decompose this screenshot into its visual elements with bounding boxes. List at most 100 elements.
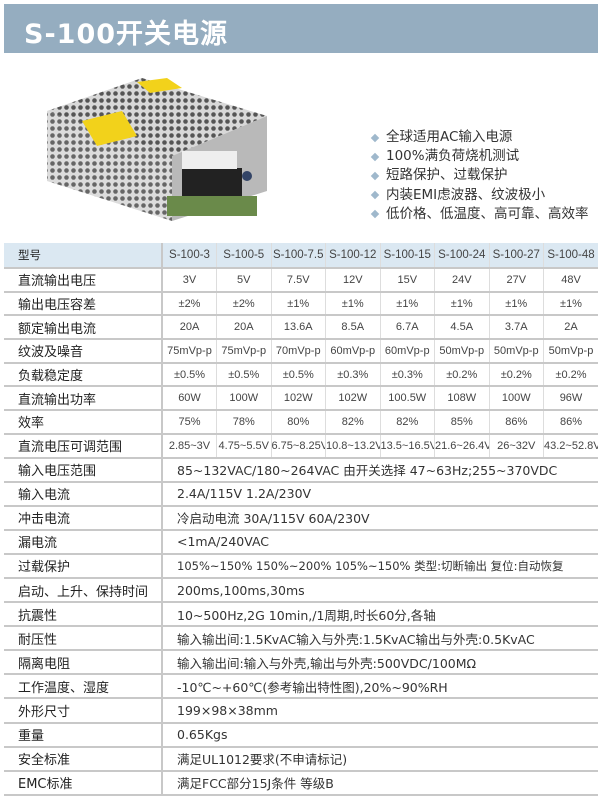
- model-header: S-100-3: [161, 243, 217, 269]
- row-label: 额定输出电流: [4, 315, 163, 341]
- table-cell: 82%: [379, 410, 435, 435]
- table-cell: 86%: [543, 410, 598, 435]
- spec-table: 型号 S-100-3 S-100-5 S-100-7.5 S-100-12 S-100-1…: [4, 243, 598, 796]
- table-cell: ±0.2%: [543, 362, 598, 388]
- table-cell: 13.6A: [270, 315, 326, 341]
- table-cell: 80%: [270, 410, 326, 435]
- table-row: 输入电流 2.4A/115V 1.2A/230V: [4, 481, 598, 507]
- row-label: 冲击电流: [4, 505, 163, 531]
- table-row: 工作温度、湿度 -10℃~+60℃(参考输出特性图),20%~90%RH: [4, 674, 598, 700]
- table-cell: 5V: [216, 268, 271, 293]
- table-cell: 2A: [543, 315, 598, 341]
- table-cell: ±0.3%: [379, 362, 435, 388]
- row-value: 满足UL1012要求(不申请标记): [162, 746, 598, 772]
- feature-item: 短路保护、过载保护: [370, 166, 589, 185]
- feature-item: 100%满负荷烧机测试: [370, 147, 589, 166]
- row-label: 漏电流: [4, 529, 163, 555]
- table-row: 过载保护 105%~150% 150%~200% 105%~150% 类型:切断输…: [4, 553, 598, 579]
- table-cell: 70mVp-p: [270, 339, 326, 364]
- table-cell: ±1%: [325, 291, 380, 317]
- table-cell: 102W: [270, 386, 326, 412]
- table-cell: ±1%: [379, 291, 435, 317]
- table-cell: 86%: [488, 410, 544, 435]
- row-label: 纹波及噪音: [4, 339, 163, 364]
- table-cell: 48V: [543, 268, 598, 293]
- table-cell: 43.2~52.8V: [543, 433, 598, 459]
- table-cell: 50mVp-p: [434, 339, 489, 364]
- row-label: 输入电压范围: [4, 457, 163, 483]
- row-label: EMC标准: [4, 770, 163, 796]
- model-header: S-100-7.5: [270, 243, 326, 269]
- table-cell: ±0.5%: [161, 362, 217, 388]
- row-label: 耐压性: [4, 626, 163, 652]
- table-row: 输入电压范围 85~132VAC/180~264VAC 由开关选择 47~63Hz…: [4, 457, 598, 483]
- table-row: 额定输出电流 20A 20A 13.6A 8.5A 6.7A 4.5A 3.7A 2A: [4, 315, 598, 341]
- table-cell: 26~32V: [488, 433, 544, 459]
- table-cell: 8.5A: [325, 315, 380, 341]
- table-row: 外形尺寸 199×98×38mm: [4, 698, 598, 724]
- table-row: 负载稳定度 ±0.5% ±0.5% ±0.5% ±0.3% ±0.3% ±0.2% ±0.2%…: [4, 362, 598, 388]
- row-label: 效率: [4, 410, 163, 435]
- table-cell: 20A: [216, 315, 271, 341]
- table-cell: 20A: [161, 315, 217, 341]
- table-row: 直流电压可调范围 2.85~3V 4.75~5.5V 6.75~8.25V 10.8~1…: [4, 433, 598, 459]
- table-cell: 6.7A: [379, 315, 435, 341]
- table-cell: ±1%: [270, 291, 326, 317]
- table-cell: 12V: [325, 268, 380, 293]
- row-value: 200ms,100ms,30ms: [162, 577, 598, 604]
- table-row: EMC标准 满足FCC部分15J条件 等级B: [4, 770, 598, 796]
- table-cell: ±1%: [434, 291, 489, 317]
- table-cell: 50mVp-p: [488, 339, 544, 364]
- row-label: 过载保护: [4, 553, 163, 579]
- table-row: 纹波及噪音 75mVp-p 75mVp-p 70mVp-p 60mVp-p 60mVp-p…: [4, 339, 598, 364]
- table-cell: ±1%: [543, 291, 598, 317]
- table-cell: ±0.5%: [216, 362, 271, 388]
- model-header: S-100-27: [488, 243, 544, 269]
- table-cell: 60mVp-p: [379, 339, 435, 364]
- table-cell: ±0.2%: [434, 362, 489, 388]
- row-value: 2.4A/115V 1.2A/230V: [162, 481, 598, 507]
- row-label: 直流输出功率: [4, 386, 163, 412]
- row-value: 0.65Kgs: [162, 722, 598, 748]
- row-value: 199×98×38mm: [162, 698, 598, 724]
- table-cell: 24V: [434, 268, 489, 293]
- table-cell: 96W: [543, 386, 598, 412]
- model-header: S-100-5: [216, 243, 271, 269]
- feature-text: 短路保护、过载保护: [386, 167, 508, 184]
- table-cell: 75mVp-p: [216, 339, 271, 364]
- table-cell: 100.5W: [379, 386, 435, 412]
- model-header: S-100-48: [543, 243, 598, 269]
- table-cell: 100W: [488, 386, 544, 412]
- title-banner: S-100开关电源: [4, 4, 598, 53]
- diamond-bullet-icon: [370, 171, 380, 181]
- row-value: 输入输出间:1.5KvAC输入与外壳:1.5KvAC输出与外壳:0.5KvAC: [162, 626, 598, 652]
- table-row: 隔离电阻 输入输出间:输入与外壳,输出与外壳:500VDC/100MΩ: [4, 650, 598, 676]
- model-header: S-100-12: [325, 243, 380, 269]
- table-cell: 6.75~8.25V: [270, 433, 326, 459]
- feature-text: 全球适用AC输入电源: [386, 129, 513, 145]
- table-row: 耐压性 输入输出间:1.5KvAC输入与外壳:1.5KvAC输出与外壳:0.5Kv…: [4, 626, 598, 652]
- table-row: 输出电压容差 ±2% ±2% ±1% ±1% ±1% ±1% ±1% ±1%: [4, 291, 598, 317]
- row-label: 外形尺寸: [4, 698, 163, 724]
- table-cell: 85%: [434, 410, 489, 435]
- row-value: 10~500Hz,2G 10min,/1周期,时长60分,各轴: [162, 602, 598, 628]
- table-cell: 60W: [161, 386, 217, 412]
- row-value: 冷启动电流 30A/115V 60A/230V: [162, 505, 598, 531]
- table-cell: 3.7A: [488, 315, 544, 341]
- table-cell: 15V: [379, 268, 435, 293]
- header-label: 型号: [4, 243, 163, 269]
- row-value: 105%~150% 150%~200% 105%~150% 类型:切断输出 复位…: [162, 553, 598, 579]
- diamond-bullet-icon: [370, 210, 380, 219]
- table-cell: 7.5V: [270, 268, 326, 293]
- table-cell: 82%: [325, 410, 380, 435]
- row-value: 输入输出间:输入与外壳,输出与外壳:500VDC/100MΩ: [162, 650, 598, 676]
- table-cell: 4.5A: [434, 315, 489, 341]
- table-row: 重量 0.65Kgs: [4, 722, 598, 748]
- table-row: 安全标准 满足UL1012要求(不申请标记): [4, 746, 598, 772]
- table-cell: 4.75~5.5V: [216, 433, 271, 459]
- feature-text: 100%满负荷烧机测试: [386, 148, 520, 165]
- row-label: 负载稳定度: [4, 362, 163, 388]
- model-header: S-100-24: [434, 243, 489, 269]
- feature-item: 全球适用AC输入电源: [370, 128, 589, 147]
- table-row: 冲击电流 冷启动电流 30A/115V 60A/230V: [4, 505, 598, 531]
